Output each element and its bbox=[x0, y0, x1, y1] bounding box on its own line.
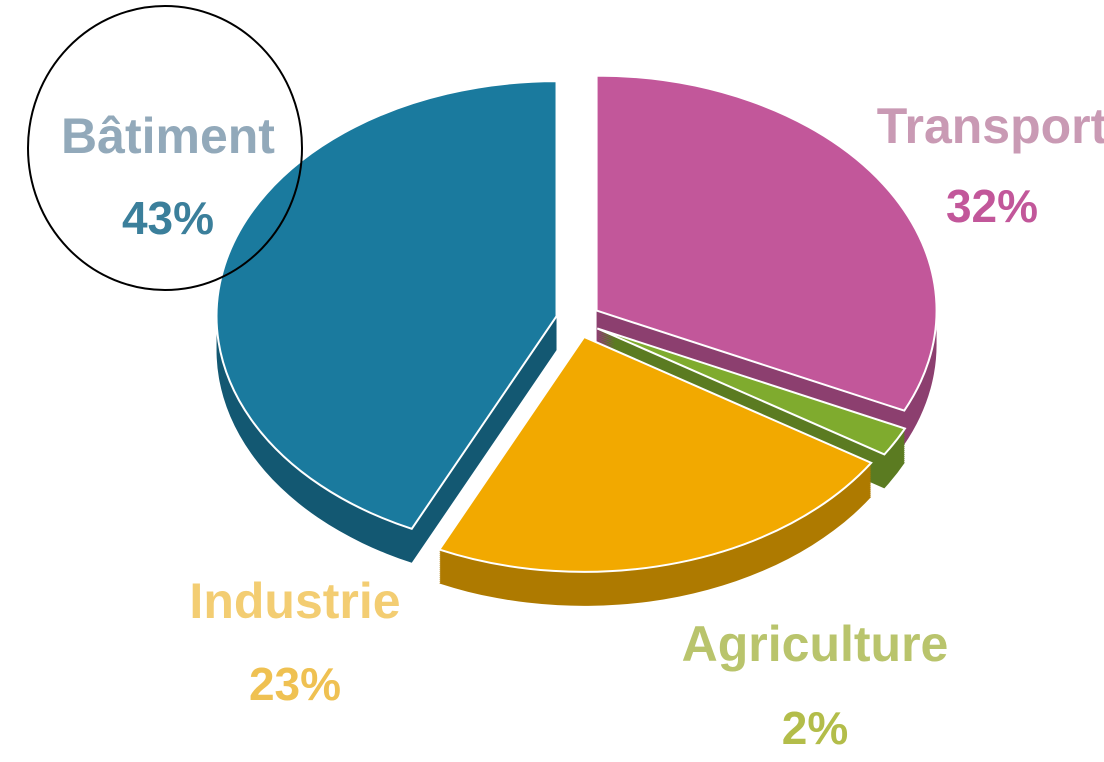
category-label: Transport bbox=[877, 98, 1104, 154]
value-label: 2% bbox=[782, 702, 848, 754]
annotation-circle bbox=[27, 5, 303, 291]
slice bbox=[437, 335, 873, 573]
value-label: 23% bbox=[249, 658, 341, 710]
category-label: Bâtiment bbox=[61, 108, 275, 164]
slice bbox=[595, 74, 938, 412]
slice bbox=[215, 80, 558, 530]
category-label: Industrie bbox=[189, 573, 400, 629]
slice bbox=[596, 327, 907, 456]
labels: Transport 32% Agriculture 2% Industrie 23% Bât… bbox=[61, 98, 1104, 754]
value-label: 32% bbox=[946, 180, 1038, 232]
value-label: 43% bbox=[122, 192, 214, 244]
category-label: Agriculture bbox=[682, 616, 949, 672]
pie bbox=[215, 74, 938, 606]
